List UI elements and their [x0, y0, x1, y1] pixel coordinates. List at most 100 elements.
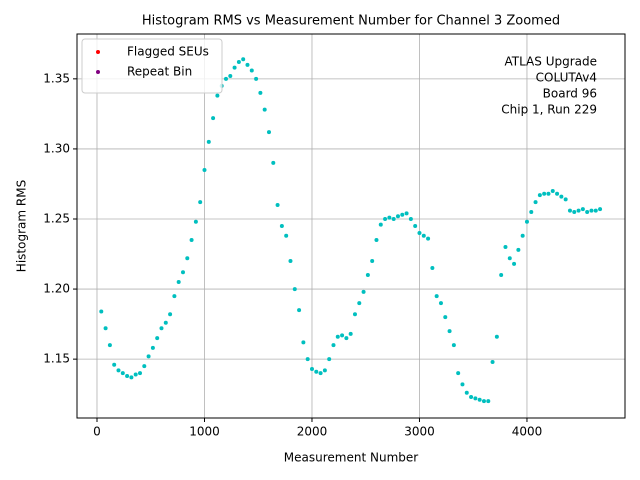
point	[593, 208, 598, 213]
point	[241, 57, 246, 62]
point	[137, 371, 142, 376]
point	[378, 222, 383, 227]
point	[494, 334, 499, 339]
point	[172, 294, 177, 299]
point	[447, 329, 452, 334]
point	[361, 289, 366, 294]
point	[297, 308, 302, 313]
point	[486, 399, 491, 404]
point	[185, 256, 190, 261]
point	[503, 245, 508, 250]
annotation: Board 96	[543, 87, 597, 101]
point	[331, 343, 336, 348]
point	[481, 399, 486, 404]
point	[490, 359, 495, 364]
point	[340, 333, 345, 338]
point	[567, 208, 572, 213]
point	[533, 200, 538, 205]
legend-label: Flagged SEUs	[127, 45, 209, 59]
point	[546, 191, 551, 196]
point	[473, 396, 478, 401]
point	[150, 345, 155, 350]
point	[395, 214, 400, 219]
point	[215, 93, 220, 98]
legend-marker	[96, 50, 100, 54]
y-tick-label: 1.35	[43, 71, 70, 85]
point	[352, 312, 357, 317]
point	[262, 107, 267, 112]
y-tick-label: 1.30	[43, 141, 70, 155]
point	[271, 160, 276, 165]
point	[520, 233, 525, 238]
point	[327, 357, 332, 362]
point	[464, 390, 469, 395]
point	[236, 60, 241, 65]
point	[576, 208, 581, 213]
point	[133, 372, 138, 377]
point	[129, 375, 134, 380]
x-axis-label: Measurement Number	[284, 451, 418, 465]
point	[404, 211, 409, 216]
point	[387, 215, 392, 220]
point	[537, 193, 542, 198]
chart-title: Histogram RMS vs Measurement Number for …	[142, 14, 560, 29]
point	[477, 397, 482, 402]
point	[322, 368, 327, 373]
point	[469, 394, 474, 399]
point	[232, 65, 237, 70]
point	[202, 167, 207, 172]
point	[103, 326, 108, 331]
x-tick-label: 3000	[404, 425, 435, 439]
point	[529, 209, 534, 214]
point	[434, 294, 439, 299]
point	[146, 354, 151, 359]
point	[211, 116, 216, 121]
x-tick-label: 4000	[512, 425, 543, 439]
point	[357, 301, 362, 306]
point	[563, 197, 568, 202]
point	[348, 331, 353, 336]
annotation: COLUTAv4	[536, 71, 597, 85]
point	[365, 273, 370, 278]
point	[438, 301, 443, 306]
point	[288, 259, 293, 264]
y-tick-label: 1.15	[43, 352, 70, 366]
point	[292, 287, 297, 292]
point	[228, 74, 233, 79]
point	[254, 76, 259, 81]
point	[309, 366, 314, 371]
point	[284, 233, 289, 238]
point	[301, 340, 306, 345]
point	[507, 256, 512, 261]
point	[499, 273, 504, 278]
point	[163, 320, 168, 325]
point	[305, 357, 310, 362]
plot-frame	[76, 33, 626, 419]
point	[580, 207, 585, 212]
point	[125, 373, 130, 378]
legend-marker	[96, 70, 100, 74]
annotation: Chip 1, Run 229	[501, 103, 597, 117]
point	[314, 369, 319, 374]
point	[524, 219, 529, 224]
point	[374, 238, 379, 243]
point	[391, 216, 396, 221]
point	[159, 326, 164, 331]
point	[344, 336, 349, 341]
point	[142, 364, 147, 369]
point	[589, 208, 594, 213]
point	[279, 224, 284, 228]
point	[443, 315, 448, 320]
point	[383, 216, 388, 221]
point	[245, 62, 250, 67]
point	[168, 312, 173, 317]
point	[555, 191, 560, 196]
point	[198, 200, 203, 205]
point	[460, 382, 465, 387]
point	[120, 371, 125, 376]
point	[189, 238, 194, 243]
point	[542, 191, 547, 196]
point	[585, 209, 590, 214]
point	[512, 261, 517, 266]
